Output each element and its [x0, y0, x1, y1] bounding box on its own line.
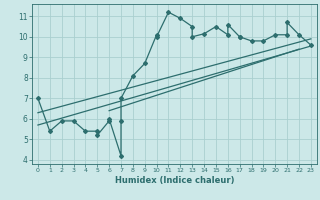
X-axis label: Humidex (Indice chaleur): Humidex (Indice chaleur) — [115, 176, 234, 185]
